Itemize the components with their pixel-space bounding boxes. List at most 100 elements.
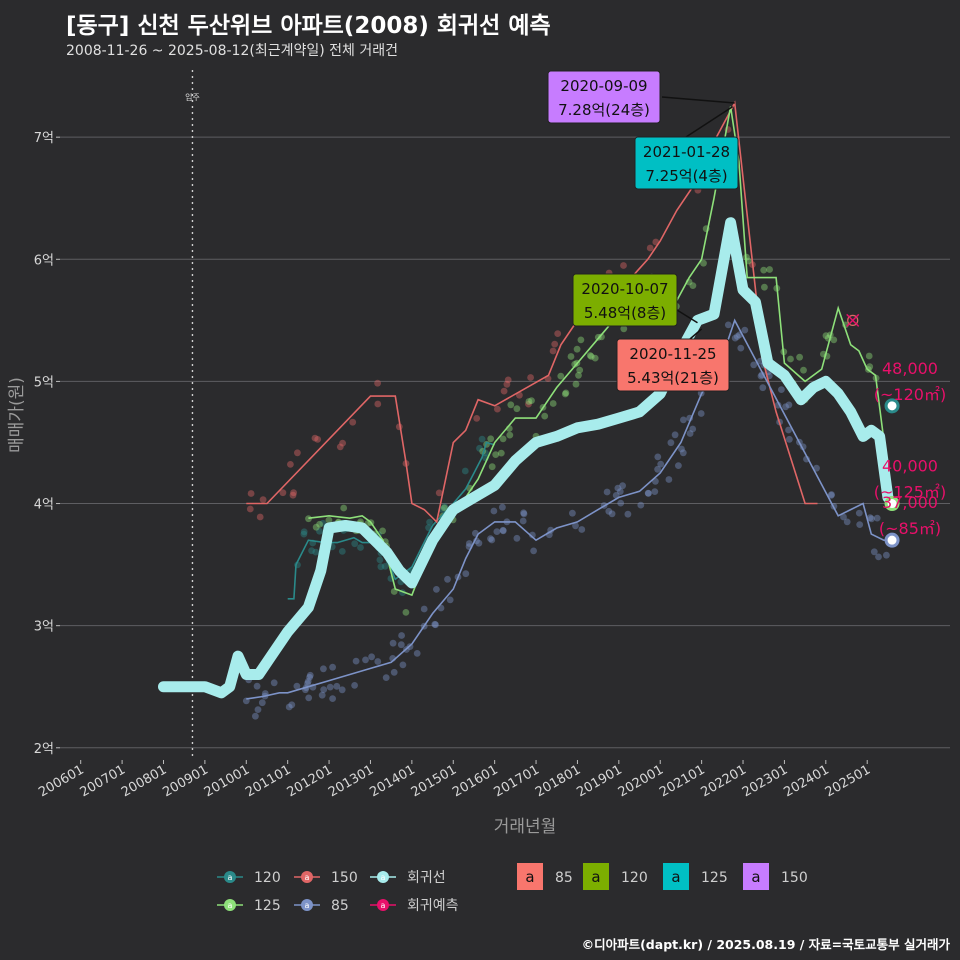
scatter-point: [733, 333, 741, 340]
scatter-point: [294, 449, 301, 457]
x-tick-label: 200901: [160, 762, 210, 800]
scatter-point: [686, 430, 694, 437]
annotation-date: 2020-09-09: [560, 77, 647, 95]
scatter-point: [665, 476, 673, 483]
scatter-point: [279, 489, 287, 497]
scatter-point: [675, 462, 682, 469]
scatter-point: [444, 575, 451, 583]
legend-label-120: 120: [254, 870, 281, 886]
scatter-point: [492, 451, 500, 458]
y-tick-label: 2억: [34, 742, 54, 757]
scatter-point: [439, 506, 446, 513]
scatter-point: [573, 345, 581, 353]
scatter-point: [617, 499, 625, 507]
x-tick-label: 202001: [616, 762, 666, 800]
scatter-point: [506, 431, 514, 439]
scatter-point: [620, 325, 628, 333]
scatter-point: [796, 353, 803, 361]
prediction-point-125: [884, 496, 900, 512]
scatter-point: [586, 352, 594, 359]
scatter-point: [504, 376, 512, 384]
scatter-point: [529, 531, 536, 539]
legend-key-dot: [301, 899, 313, 911]
x-tick-label: 200801: [119, 762, 169, 800]
x-tick-label: 201601: [450, 762, 500, 800]
scatter-point: [549, 347, 557, 355]
series-line-85: [246, 318, 892, 700]
series-line-150: [246, 100, 818, 524]
scatter-point: [329, 695, 336, 702]
scatter-point: [258, 699, 266, 707]
scatter-point: [678, 445, 685, 453]
legend-key-dot: [377, 871, 389, 883]
scatter-point: [432, 621, 439, 629]
scatter-point: [525, 398, 533, 405]
x-tick-label: 202101: [657, 762, 707, 800]
scatter-point: [741, 326, 749, 334]
legend-label-125: 125: [254, 898, 281, 914]
scatter-point: [528, 397, 535, 404]
scatter-point: [822, 332, 830, 340]
scatter-point: [689, 282, 697, 289]
scatter-point: [304, 680, 311, 687]
scatter-point: [619, 482, 626, 490]
scatter-point: [766, 266, 773, 273]
legend-label-text-150: 150: [781, 870, 808, 886]
scatter-point: [314, 436, 322, 443]
annotation-box: [634, 136, 739, 190]
legend-key-glyph: a: [381, 873, 386, 882]
scatter-point: [338, 686, 346, 694]
scatter-point: [500, 387, 508, 395]
scatter-point: [697, 410, 705, 417]
scatter-point: [499, 435, 507, 443]
scatter-point: [475, 539, 483, 547]
page-subtitle: 2008-11-26 ~ 2025-08-12(최근계약일) 전체 거래건: [66, 43, 398, 59]
scatter-point: [577, 336, 585, 344]
y-tick-label: 4억: [34, 498, 54, 513]
scatter-point: [868, 515, 875, 523]
y-tick-label: 7억: [34, 131, 54, 146]
scatter-point: [866, 514, 874, 522]
scatter-point: [326, 683, 334, 691]
legend-label-glyph: a: [525, 868, 534, 886]
scatter-point: [312, 523, 320, 531]
scatter-point: [530, 547, 537, 555]
scatter-point: [494, 405, 501, 413]
y-tick-label: 6억: [34, 253, 54, 268]
scatter-point: [551, 340, 559, 348]
scatter-point: [306, 673, 313, 681]
scatter-point: [308, 547, 315, 555]
scatter-point: [571, 360, 579, 368]
source-caption: ©디아파트(dapt.kr) / 2025.08.19 / 자료=국토교통부 실…: [581, 937, 950, 952]
legend-label-150: 150: [331, 870, 358, 886]
legend-key-glyph: a: [305, 873, 310, 882]
scatter-point: [259, 496, 267, 503]
scatter-point: [478, 435, 486, 443]
scatter-point: [289, 491, 297, 499]
prediction-price-85: 37,000: [882, 493, 938, 512]
scatter-point: [671, 431, 679, 439]
legend-key-glyph: a: [381, 901, 386, 910]
scatter-point: [646, 244, 654, 252]
scatter-point: [497, 449, 505, 457]
scatter-point: [578, 526, 586, 533]
scatter-point: [527, 374, 534, 381]
scatter-point: [679, 449, 687, 457]
scatter-point: [476, 444, 483, 452]
x-tick-label: 201901: [574, 762, 624, 800]
y-axis-title: 매매가(원): [7, 377, 27, 453]
scatter-point: [433, 586, 440, 593]
scatter-point: [312, 548, 320, 556]
scatter-point: [300, 530, 308, 538]
scatter-point: [256, 513, 264, 521]
scatter-point: [487, 535, 494, 542]
legend-key-glyph: a: [228, 901, 233, 910]
scatter-point: [828, 491, 835, 498]
scatter-point: [311, 434, 319, 442]
legend-key-dot: [301, 871, 313, 883]
scatter-point: [700, 259, 707, 267]
scatter-point: [413, 650, 421, 657]
scatter-point: [830, 336, 838, 344]
legend-label-text-85: 85: [555, 870, 573, 886]
scatter-point: [490, 507, 498, 515]
